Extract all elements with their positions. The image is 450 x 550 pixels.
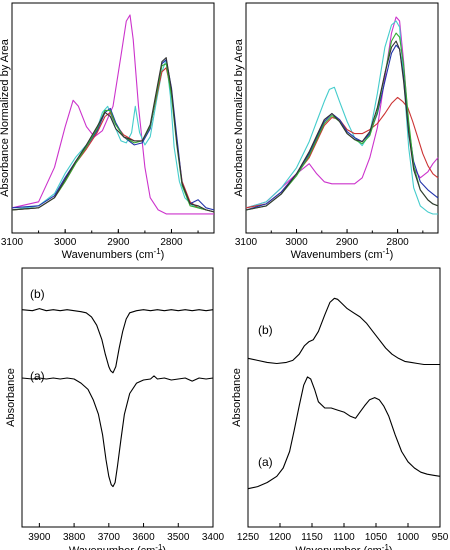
- plot-frame: [247, 267, 441, 528]
- series-label: (b): [30, 287, 45, 301]
- x-tick-label: 3100: [1, 237, 24, 248]
- plot-frame: [21, 267, 214, 528]
- series-label: (b): [258, 323, 273, 337]
- x-tick-label: 3700: [98, 532, 121, 543]
- series-line-2: [247, 376, 441, 490]
- x-tick-label: 2800: [160, 237, 183, 248]
- x-tick-label: 1000: [397, 532, 420, 543]
- series-line-2: [245, 20, 438, 215]
- x-tick-label: 2900: [107, 237, 130, 248]
- series-line-6: [245, 40, 439, 211]
- y-axis-label: Absorbance Normalized by Area: [0, 38, 11, 197]
- series-line-5: [245, 32, 439, 211]
- y-axis-label: Absorbance: [5, 368, 17, 427]
- plot-frame: [11, 2, 215, 234]
- x-tick-label: 3600: [132, 532, 155, 543]
- x-tick-label: 2900: [336, 237, 359, 248]
- x-tick-label: 1200: [269, 532, 292, 543]
- series-label: (a): [258, 455, 273, 469]
- series-label: (a): [30, 369, 45, 383]
- series-line-1: [247, 297, 440, 366]
- x-axis-label: Wavenumber (cm-1): [295, 543, 392, 550]
- y-axis-label: Absorbance: [231, 368, 243, 427]
- x-axis-label: Wavenumbers (cm-1): [62, 247, 165, 261]
- y-axis-label: Absorbance Normalized by Area: [233, 38, 245, 197]
- x-tick-label: 2800: [386, 237, 409, 248]
- x-axis-label: Wavenumber (cm-1): [69, 543, 166, 550]
- series-line-1: [11, 14, 214, 215]
- x-tick-label: 3800: [63, 532, 86, 543]
- series-line-2: [11, 59, 215, 213]
- x-tick-label: 3000: [54, 237, 77, 248]
- x-tick-label: 1050: [365, 532, 388, 543]
- x-tick-label: 1250: [237, 532, 260, 543]
- x-tick-label: 3000: [285, 237, 308, 248]
- series-line-6: [11, 57, 215, 213]
- series-line-2: [21, 375, 214, 488]
- x-tick-label: 1100: [333, 532, 355, 543]
- series-line-5: [11, 63, 215, 213]
- x-axis-label: Wavenumbers (cm-1): [291, 247, 394, 261]
- x-tick-label: 950: [432, 532, 449, 543]
- x-tick-label: 1150: [301, 532, 323, 543]
- chart-panel-3: 3900 3800 3700 3600 3500 3400 (b) (a) Wavenumber…: [5, 267, 225, 550]
- series-line-1: [21, 308, 214, 374]
- chart-panel-4: 1250 1200 1150 1100 1050 1000 950 (b) (a) Wavenum…: [231, 267, 449, 550]
- plot-frame: [245, 2, 439, 234]
- x-tick-label: 3400: [202, 532, 225, 543]
- x-tick-label: 3900: [28, 532, 51, 543]
- series-line-3: [245, 96, 439, 209]
- x-tick-label: 3100: [235, 237, 258, 248]
- x-tick-label: 3500: [167, 532, 190, 543]
